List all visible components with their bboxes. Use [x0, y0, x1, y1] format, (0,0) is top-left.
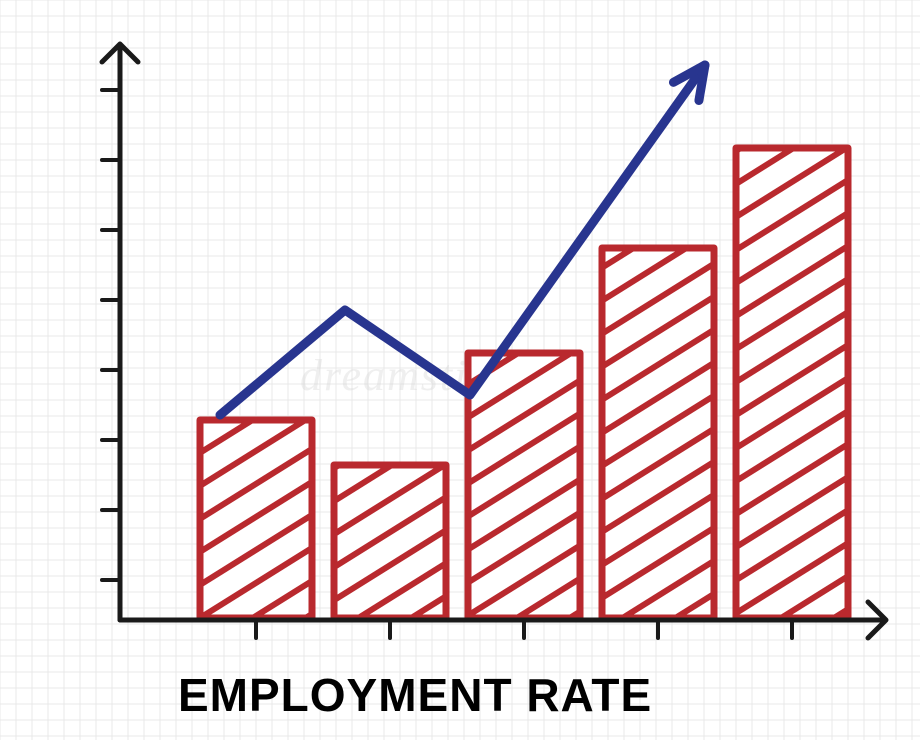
bar-2: [334, 465, 446, 618]
employment-rate-chart: dreamstime EMPLOYMENT RATE: [0, 0, 920, 740]
bar-5: [736, 148, 848, 618]
chart-title: EMPLOYMENT RATE: [178, 668, 652, 722]
bar-4: [602, 248, 714, 618]
bar-3: [468, 353, 580, 618]
bar-1: [200, 420, 312, 618]
chart-canvas: dreamstime: [0, 0, 920, 740]
